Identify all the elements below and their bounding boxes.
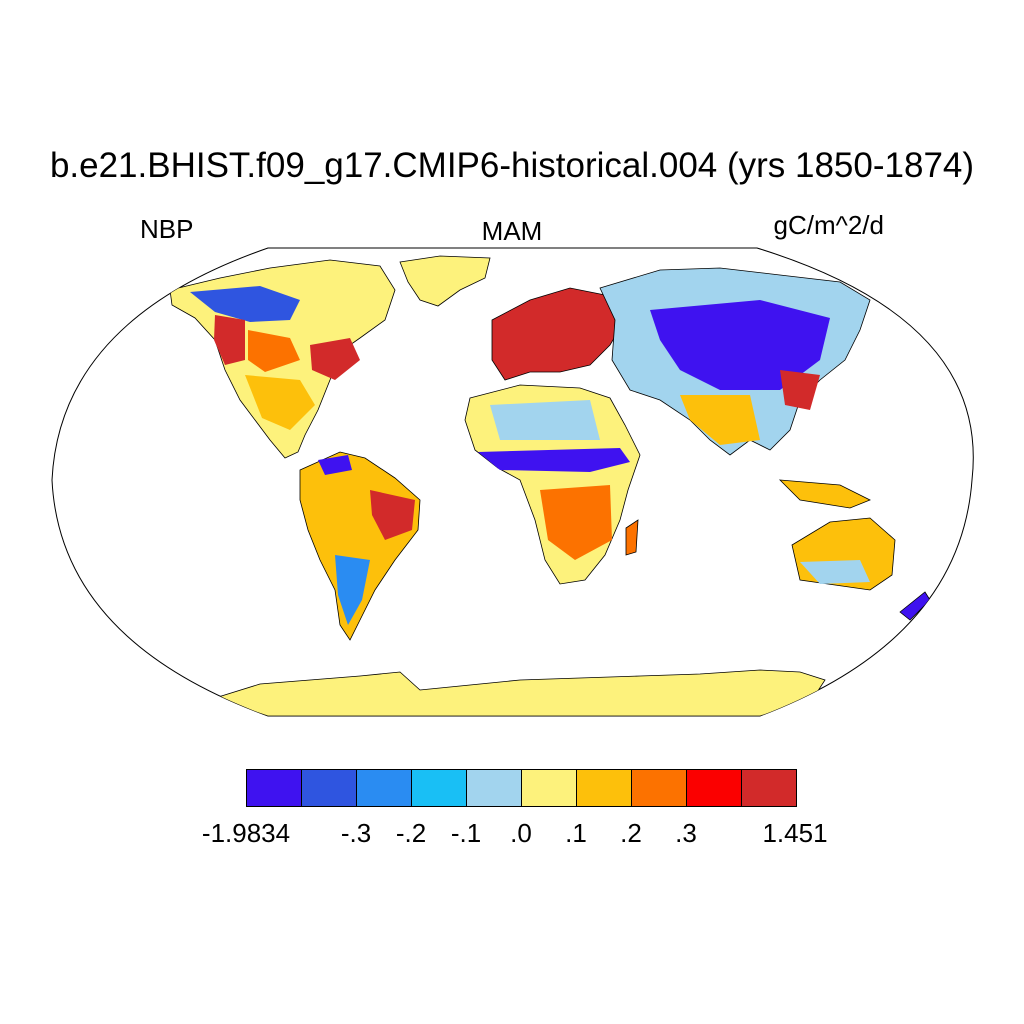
colorbar-tick-label: .2 (620, 818, 642, 848)
colorbar-swatch (741, 769, 797, 807)
colorbar-tick-label: .3 (675, 818, 697, 848)
south-america-red (370, 490, 415, 540)
north-america-blue (190, 286, 300, 322)
season-label: MAM (481, 216, 543, 246)
asia-red (780, 370, 820, 410)
colorbar-tick-label: .0 (510, 818, 532, 848)
south-america-top (318, 455, 352, 475)
north-america-orange (248, 330, 300, 372)
colorbar-swatch (466, 769, 522, 807)
variable-label: NBP (140, 214, 194, 244)
africa-band-blue (478, 448, 630, 472)
south-america-blue (335, 555, 370, 625)
colorbar-tick-label: -1.9834 (201, 818, 291, 848)
colorbar-tick-label: -.2 (395, 818, 427, 848)
colorbar-tick-label: -.1 (450, 818, 482, 848)
asia-south (680, 395, 760, 445)
asia-blue (650, 300, 830, 390)
colorbar-tick-label: .1 (565, 818, 587, 848)
north-america-east (310, 338, 360, 380)
africa-south (540, 485, 612, 560)
colorbar-swatch (246, 769, 302, 807)
colorbar-swatch (521, 769, 577, 807)
australia-light (800, 560, 870, 584)
africa-light (490, 400, 600, 440)
europe (491, 287, 626, 381)
colorbar-swatch (411, 769, 467, 807)
colorbar-tick-label: -.3 (340, 818, 372, 848)
colorbar-swatch (301, 769, 357, 807)
colorbar-swatch (356, 769, 412, 807)
colorbar-swatch (686, 769, 742, 807)
units-label: gC/m^2/d (773, 210, 884, 240)
plot-title: b.e21.BHIST.f09_g17.CMIP6-historical.004… (49, 146, 975, 185)
north-america-red (214, 315, 245, 365)
colorbar-swatch (576, 769, 632, 807)
colorbar-swatch (631, 769, 687, 807)
indonesia (778, 479, 871, 509)
colorbar-tick-label: 1.451 (762, 818, 828, 848)
north-america-south (245, 375, 315, 430)
greenland (399, 255, 491, 307)
madagascar (625, 519, 639, 556)
